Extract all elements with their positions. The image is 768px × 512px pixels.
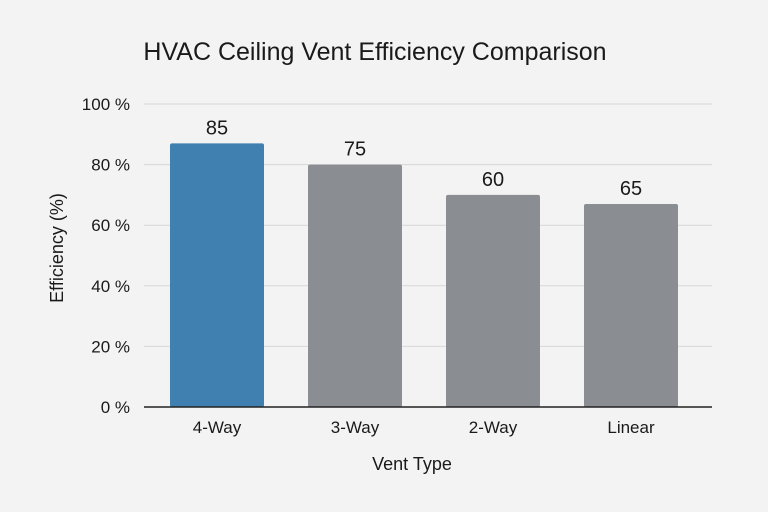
y-tick-label: 0 % xyxy=(101,398,130,417)
x-tick-label: 2-Way xyxy=(469,418,518,437)
bar xyxy=(584,203,678,407)
chart-title: HVAC Ceiling Vent Efficiency Comparison xyxy=(143,38,606,66)
y-tick-label: 60 % xyxy=(91,216,130,235)
bar xyxy=(446,194,540,407)
bar xyxy=(308,164,402,407)
bar-value-label: 85 xyxy=(206,117,228,139)
y-tick-label: 40 % xyxy=(91,277,130,296)
y-axis-ticks: 0 % 20 % 40 % 60 % 80 % 100 % xyxy=(82,95,130,417)
bar-value-label: 60 xyxy=(482,169,504,191)
x-axis-label: Vent Type xyxy=(372,454,452,474)
x-tick-label: 3-Way xyxy=(331,418,380,437)
y-tick-label: 80 % xyxy=(91,156,130,175)
bar-value-labels: 85 75 60 65 xyxy=(206,117,642,200)
y-axis-label: Efficiency (%) xyxy=(47,193,67,303)
bar-value-label: 65 xyxy=(620,178,642,200)
y-tick-label: 100 % xyxy=(82,95,130,114)
x-tick-label: Linear xyxy=(607,418,655,437)
y-tick-label: 20 % xyxy=(91,337,130,356)
bar xyxy=(170,143,264,407)
bar-value-label: 75 xyxy=(344,139,366,161)
x-tick-label: 4-Way xyxy=(193,418,242,437)
bars xyxy=(170,143,678,407)
x-axis-ticks: 4-Way 3-Way 2-Way Linear xyxy=(193,418,655,437)
